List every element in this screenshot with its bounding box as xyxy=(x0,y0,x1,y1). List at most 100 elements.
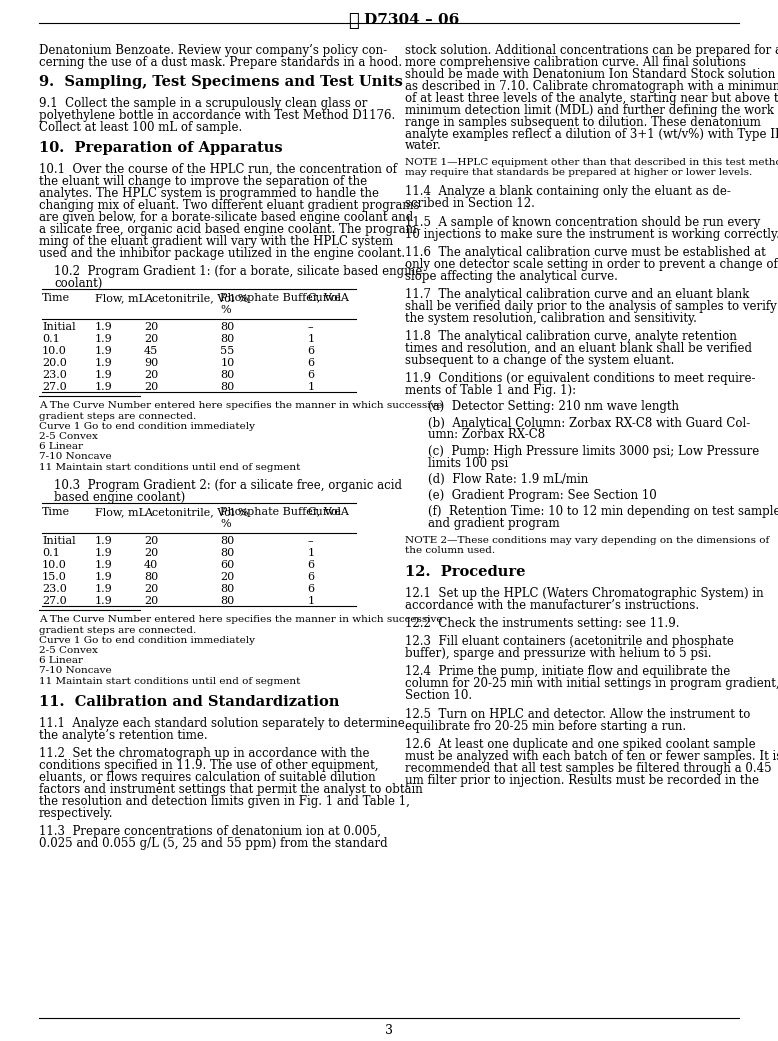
Text: 20: 20 xyxy=(144,584,158,594)
Text: ming of the eluant gradient will vary with the HPLC system: ming of the eluant gradient will vary wi… xyxy=(39,234,393,248)
Text: eluants, or flows requires calculation of suitable dilution: eluants, or flows requires calculation o… xyxy=(39,771,376,784)
Text: 1: 1 xyxy=(307,382,314,392)
Text: –: – xyxy=(307,322,313,332)
Text: 1.9: 1.9 xyxy=(95,334,113,345)
Text: stock solution. Additional concentrations can be prepared for a: stock solution. Additional concentration… xyxy=(405,44,778,56)
Text: A The Curve Number entered here specifies the manner in which successive: A The Curve Number entered here specifie… xyxy=(39,401,443,410)
Text: Flow, mL: Flow, mL xyxy=(95,507,146,517)
Text: Acetonitrile, Vol %: Acetonitrile, Vol % xyxy=(144,293,248,303)
Text: 1.9: 1.9 xyxy=(95,596,113,606)
Text: 3: 3 xyxy=(385,1024,393,1037)
Text: (d)  Flow Rate: 1.9 mL/min: (d) Flow Rate: 1.9 mL/min xyxy=(428,473,588,486)
Text: 20: 20 xyxy=(144,382,158,392)
Text: 27.0: 27.0 xyxy=(42,596,67,606)
Text: 10.0: 10.0 xyxy=(42,346,67,356)
Text: 9.  Sampling, Test Specimens and Test Units: 9. Sampling, Test Specimens and Test Uni… xyxy=(39,75,403,88)
Text: 1: 1 xyxy=(307,596,314,606)
Text: 80: 80 xyxy=(220,322,234,332)
Text: slope affecting the analytical curve.: slope affecting the analytical curve. xyxy=(405,270,618,283)
Text: %: % xyxy=(220,305,231,315)
Text: 80: 80 xyxy=(220,370,234,380)
Text: 10 injections to make sure the instrument is working correctly.: 10 injections to make sure the instrumen… xyxy=(405,228,778,240)
Text: respectively.: respectively. xyxy=(39,807,114,820)
Text: ments of Table 1 and Fig. 1):: ments of Table 1 and Fig. 1): xyxy=(405,384,576,398)
Text: 10.  Preparation of Apparatus: 10. Preparation of Apparatus xyxy=(39,141,282,155)
Text: buffer), sparge and pressurize with helium to 5 psi.: buffer), sparge and pressurize with heli… xyxy=(405,648,711,660)
Text: conditions specified in 11.9. The use of other equipment,: conditions specified in 11.9. The use of… xyxy=(39,759,378,772)
Text: 7-10 Noncave: 7-10 Noncave xyxy=(39,666,111,676)
Text: column for 20-25 min with initial settings in program gradient,: column for 20-25 min with initial settin… xyxy=(405,678,778,690)
Text: 12.4  Prime the pump, initiate flow and equilibrate the: 12.4 Prime the pump, initiate flow and e… xyxy=(405,665,730,679)
Text: 12.1  Set up the HPLC (Waters Chromatographic System) in: 12.1 Set up the HPLC (Waters Chromatogra… xyxy=(405,587,763,600)
Text: Time: Time xyxy=(42,293,70,303)
Text: 0.025 and 0.055 g/L (5, 25 and 55 ppm) from the standard: 0.025 and 0.055 g/L (5, 25 and 55 ppm) f… xyxy=(39,837,387,850)
Text: 23.0: 23.0 xyxy=(42,584,67,594)
Text: 20: 20 xyxy=(220,573,234,582)
Text: 45: 45 xyxy=(144,346,158,356)
Text: 11.1  Analyze each standard solution separately to determine: 11.1 Analyze each standard solution sepa… xyxy=(39,717,405,730)
Text: 10: 10 xyxy=(220,358,234,369)
Text: Collect at least 100 mL of sample.: Collect at least 100 mL of sample. xyxy=(39,121,242,133)
Text: 7-10 Noncave: 7-10 Noncave xyxy=(39,452,111,461)
Text: and gradient program: and gradient program xyxy=(428,517,559,530)
Text: 80: 80 xyxy=(220,382,234,392)
Text: 1.9: 1.9 xyxy=(95,549,113,558)
Text: CurveA: CurveA xyxy=(307,507,349,517)
Text: 11 Maintain start conditions until end of segment: 11 Maintain start conditions until end o… xyxy=(39,462,300,472)
Text: Denatonium Benzoate. Review your company’s policy con-: Denatonium Benzoate. Review your company… xyxy=(39,44,387,56)
Text: gradient steps are connected.: gradient steps are connected. xyxy=(39,626,196,635)
Text: the resolution and detection limits given in Fig. 1 and Table 1,: the resolution and detection limits give… xyxy=(39,795,410,808)
Text: 11.2  Set the chromatograph up in accordance with the: 11.2 Set the chromatograph up in accorda… xyxy=(39,747,370,760)
Text: more comprehensive calibration curve. All final solutions: more comprehensive calibration curve. Al… xyxy=(405,55,745,69)
Text: Acetonitrile, Vol %: Acetonitrile, Vol % xyxy=(144,507,248,517)
Text: 6 Linear: 6 Linear xyxy=(39,442,83,451)
Text: must be analyzed with each batch of ten or fewer samples. It is: must be analyzed with each batch of ten … xyxy=(405,750,778,763)
Text: %: % xyxy=(220,519,231,529)
Text: Section 10.: Section 10. xyxy=(405,689,471,703)
Text: Curve 1 Go to end condition immediately: Curve 1 Go to end condition immediately xyxy=(39,636,255,644)
Text: 10.1  Over the course of the HPLC run, the concentration of: 10.1 Over the course of the HPLC run, th… xyxy=(39,162,397,176)
Text: coolant): coolant) xyxy=(54,277,103,289)
Text: 80: 80 xyxy=(220,584,234,594)
Text: changing mix of eluant. Two different eluant gradient programs: changing mix of eluant. Two different el… xyxy=(39,199,419,211)
Text: 80: 80 xyxy=(220,334,234,345)
Text: as described in 7.10. Calibrate chromatograph with a minimum: as described in 7.10. Calibrate chromato… xyxy=(405,79,778,93)
Text: the column used.: the column used. xyxy=(405,547,495,556)
Text: 1.9: 1.9 xyxy=(95,382,113,392)
Text: 10.2  Program Gradient 1: (for a borate, silicate based engine: 10.2 Program Gradient 1: (for a borate, … xyxy=(54,264,422,278)
Text: 2-5 Convex: 2-5 Convex xyxy=(39,645,98,655)
Text: (f)  Retention Time: 10 to 12 min depending on test sample: (f) Retention Time: 10 to 12 min dependi… xyxy=(428,505,778,518)
Text: 60: 60 xyxy=(220,560,234,570)
Text: 6: 6 xyxy=(307,573,314,582)
Text: 55: 55 xyxy=(220,346,234,356)
Text: 6: 6 xyxy=(307,584,314,594)
Text: Curve 1 Go to end condition immediately: Curve 1 Go to end condition immediately xyxy=(39,422,255,431)
Text: 1.9: 1.9 xyxy=(95,358,113,369)
Text: 6: 6 xyxy=(307,560,314,570)
Text: analyte examples reflect a dilution of 3+1 (wt/v%) with Type II: analyte examples reflect a dilution of 3… xyxy=(405,127,778,141)
Text: (e)  Gradient Program: See Section 10: (e) Gradient Program: See Section 10 xyxy=(428,489,657,502)
Text: 0.1: 0.1 xyxy=(42,549,60,558)
Text: 20: 20 xyxy=(144,370,158,380)
Text: 12.  Procedure: 12. Procedure xyxy=(405,565,525,579)
Text: CurveA: CurveA xyxy=(307,293,349,303)
Text: 20: 20 xyxy=(144,334,158,345)
Text: Initial: Initial xyxy=(42,322,75,332)
Text: 80: 80 xyxy=(144,573,158,582)
Text: 11.  Calibration and Standardization: 11. Calibration and Standardization xyxy=(39,695,339,709)
Text: 80: 80 xyxy=(220,596,234,606)
Text: 1: 1 xyxy=(307,549,314,558)
Text: scribed in Section 12.: scribed in Section 12. xyxy=(405,198,534,210)
Text: 1.9: 1.9 xyxy=(95,322,113,332)
Text: 6: 6 xyxy=(307,370,314,380)
Text: 90: 90 xyxy=(144,358,158,369)
Text: used and the inhibitor package utilized in the engine coolant.: used and the inhibitor package utilized … xyxy=(39,247,405,259)
Text: 20: 20 xyxy=(144,536,158,547)
Text: recommended that all test samples be filtered through a 0.45: recommended that all test samples be fil… xyxy=(405,762,771,775)
Text: 80: 80 xyxy=(220,549,234,558)
Text: NOTE 1—HPLC equipment other than that described in this test method: NOTE 1—HPLC equipment other than that de… xyxy=(405,157,778,167)
Text: accordance with the manufacturer’s instructions.: accordance with the manufacturer’s instr… xyxy=(405,599,699,612)
Text: 20: 20 xyxy=(144,549,158,558)
Text: A The Curve Number entered here specifies the manner in which successive: A The Curve Number entered here specifie… xyxy=(39,615,443,625)
Text: of at least three levels of the analyte, starting near but above the: of at least three levels of the analyte,… xyxy=(405,92,778,104)
